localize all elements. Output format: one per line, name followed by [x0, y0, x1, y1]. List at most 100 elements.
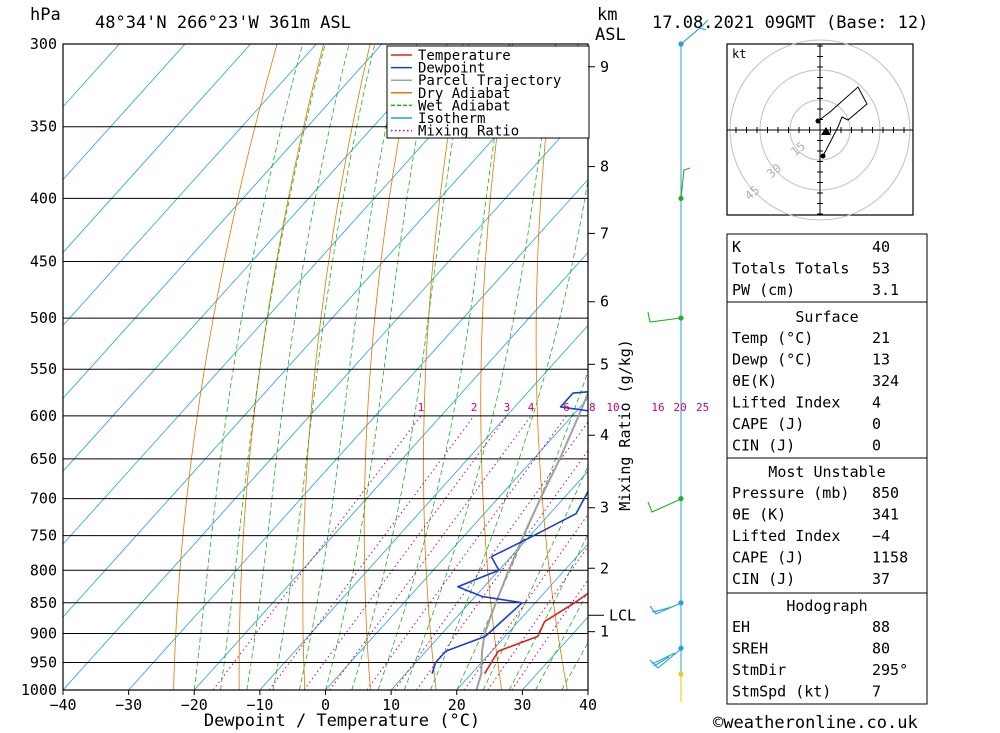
index-value: 7 [872, 683, 881, 701]
wet-adiabat-line [535, 590, 588, 690]
pressure-tick-label: 600 [30, 407, 57, 425]
pressure-tick-label: 1000 [21, 681, 57, 699]
index-label: K [732, 238, 741, 256]
index-value: 53 [872, 260, 890, 278]
wet-adiabat-line [220, 44, 326, 690]
isotherm-line [63, 44, 580, 618]
lcl-label: LCL [609, 606, 636, 624]
index-value: 3.1 [872, 281, 899, 299]
pressure-tick-label: 850 [30, 594, 57, 612]
index-label: CIN (J) [732, 437, 795, 455]
indices-section-title: Surface [795, 308, 858, 326]
indices-box [726, 233, 928, 303]
wind-level-dot [678, 496, 684, 502]
mixing-ratio-label: 4 [528, 401, 535, 414]
isotherm-line [259, 324, 588, 690]
km-tick-label: 4 [600, 426, 609, 444]
wet-adiabat-line [351, 44, 470, 690]
wind-barb [680, 19, 709, 45]
index-label: CAPE (J) [732, 415, 804, 433]
dry-adiabat-line [928, 44, 1000, 690]
isotherm-line [63, 44, 251, 254]
km-tick-label: 8 [600, 158, 609, 176]
mixing-ratio-label: 25 [696, 401, 709, 414]
isotherm-line [193, 251, 588, 690]
wind-column [647, 19, 709, 702]
index-label: Totals Totals [732, 260, 849, 278]
km-tick-label: 5 [600, 355, 609, 373]
wet-adiabat-line [456, 370, 588, 690]
pressure-tick-label: 700 [30, 490, 57, 508]
indices-section-title: Most Unstable [768, 463, 885, 481]
wind-barb [647, 311, 682, 323]
km-tick-label: 3 [600, 499, 609, 517]
mixing-ratio-label: 20 [673, 401, 686, 414]
index-value: 40 [872, 238, 890, 256]
legend-entry-label: Parcel Trajectory [418, 73, 561, 89]
mixing-ratio-label: 10 [606, 401, 619, 414]
index-label: Lifted Index [732, 394, 840, 412]
km-unit: km [597, 5, 617, 25]
x-tick-label: 0 [321, 696, 330, 714]
wet-adiabat-line [430, 177, 588, 690]
isobars [63, 43, 588, 691]
wind-barb [649, 602, 682, 615]
mixing-ratio-line [303, 415, 508, 690]
mixing-ratio-line [268, 415, 475, 690]
km-tick-label: 9 [600, 58, 609, 76]
index-label: CAPE (J) [732, 549, 804, 567]
dry-adiabat-line [363, 44, 417, 690]
wind-barb [680, 167, 691, 199]
mixing-ratio-label: 3 [504, 401, 511, 414]
index-value: 341 [872, 506, 899, 524]
isotherm-line [128, 178, 588, 690]
dry-adiabat-line [423, 44, 464, 690]
isotherm-line [390, 470, 588, 690]
mixing-ratio-label: 6 [563, 401, 570, 414]
wind-level-dot [678, 41, 684, 47]
x-axis-ticks: −40 −30 −20 −10 0 10 20 30 40 [49, 690, 597, 714]
index-value: 37 [872, 570, 890, 588]
pressure-tick-label: 900 [30, 624, 57, 642]
mixing-ratio-label: 8 [589, 401, 596, 414]
indices-section-title: Hodograph [786, 597, 867, 615]
hodograph: kt 15 30 45 [726, 39, 914, 221]
index-label: SREH [732, 640, 768, 658]
index-value: 21 [872, 329, 890, 347]
mixing-ratio-label: 16 [651, 401, 664, 414]
isotherm-line [63, 44, 448, 472]
index-value: 850 [872, 484, 899, 502]
wet-adiabat-line [482, 465, 588, 690]
legend-entry-label: Isotherm [418, 111, 485, 127]
mixing-ratio-label: 1 [418, 401, 425, 414]
index-label: StmSpd (kt) [732, 683, 831, 701]
plot-frame [62, 43, 589, 691]
pressure-tick-label: 500 [30, 309, 57, 327]
legend-entry-label: Mixing Ratio [418, 124, 519, 140]
mixing-ratio-label: 2 [471, 401, 478, 414]
hodograph-unit: kt [732, 47, 746, 61]
temperature-line [483, 592, 588, 675]
mixing-ratio-line [329, 415, 532, 690]
x-tick-label: −20 [181, 696, 208, 714]
legend-entry-label: Temperature [418, 48, 511, 64]
wind-level-dot [678, 315, 684, 321]
x-axis-title: Dewpoint / Temperature (°C) [204, 711, 480, 731]
isotherm-line [325, 397, 588, 690]
x-tick-label: 40 [579, 696, 597, 714]
index-value: 1158 [872, 549, 908, 567]
index-label: Pressure (mb) [732, 484, 849, 502]
storm-motion-marker [821, 127, 831, 135]
wind-barb [649, 648, 682, 669]
wet-adiabat-line [403, 44, 556, 690]
pressure-tick-label: 450 [30, 253, 57, 271]
index-label: Dewp (°C) [732, 351, 813, 369]
index-label: Temp (°C) [732, 329, 813, 347]
x-tick-label: −30 [115, 696, 142, 714]
legend-entry-label: Dry Adiabat [418, 86, 511, 102]
credit-label: ©weatheronline.co.uk [713, 713, 918, 733]
index-value: 4 [872, 394, 881, 412]
x-tick-label: 30 [513, 696, 531, 714]
pressure-tick-label: 750 [30, 527, 57, 545]
